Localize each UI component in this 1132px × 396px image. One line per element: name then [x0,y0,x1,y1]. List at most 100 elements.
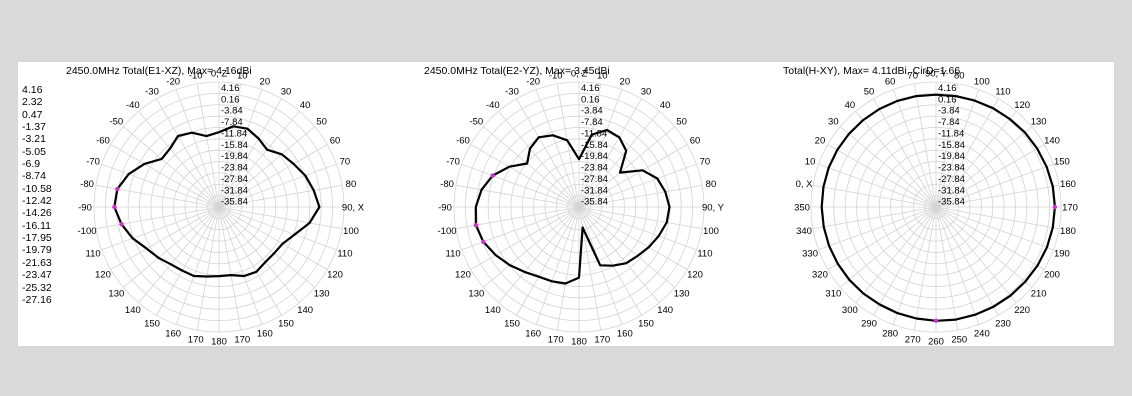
angle-label: 110 [697,248,712,259]
pattern-marker [112,204,117,210]
angle-label: 70 [340,157,351,168]
grid-spoke [498,206,580,304]
grid-spoke [839,126,937,208]
legend-value: -1.37 [22,121,46,134]
grid-spoke [935,126,1033,208]
grid-spoke [535,89,580,208]
angle-label: 120 [687,270,703,281]
angle-label: 270 [905,334,921,345]
grid-spoke [218,83,242,208]
angle-label: 310 [825,289,841,300]
angle-label: 140 [657,305,673,316]
grid-spoke [556,206,580,331]
grid-spoke [138,110,220,208]
angle-label: 170 [1062,203,1078,214]
angle-label: -10 [189,71,203,82]
angle-label: 20 [815,136,826,147]
pattern-panel: 4.16 2.32 0.47 -1.37 -3.21 -5.05 -6.9 -8… [18,62,1114,346]
grid-spoke [218,98,282,208]
legend-value: -25.32 [22,281,52,294]
color-scale-legend: 4.16 2.32 0.47 -1.37 -3.21 -5.05 -6.9 -8… [18,84,84,306]
chart-title: Total(H-XY), Max= 4.11dBi, CirD=1.66 [783,65,960,77]
legend-value: -6.9 [22,158,41,171]
grid-spoke [218,206,337,251]
grid-spoke [578,110,660,208]
grid-spoke [935,206,959,331]
angle-label: 140 [1044,136,1060,147]
grid-spoke [470,144,580,208]
grid-spoke [122,126,220,208]
angle-label: 180 [1060,226,1076,237]
angle-label: 70 [907,71,918,82]
angle-label: 170 [188,334,204,345]
grid-spoke [818,206,937,251]
grid-spoke [578,206,688,270]
grid-spoke [935,206,1060,230]
grid-spoke [175,206,220,325]
angle-label: 120 [327,270,343,281]
grid-spoke [196,206,220,331]
angle-label: 30 [281,86,292,97]
grid-spoke [218,126,316,208]
angle-label: 70 [700,157,711,168]
legend-value: -27.16 [22,293,52,306]
radial-tick-label: -31.84 [581,185,608,196]
radial-tick-label: 0.16 [221,94,240,105]
angle-label: 60 [885,77,896,88]
angle-label: 160 [1060,179,1076,190]
legend-value: -3.21 [22,133,46,146]
chart-title: 2450.0MHz Total(E2-YZ), Max= 3.45dBi [424,65,610,77]
angle-label: -60 [456,136,470,147]
grid-spoke [935,163,1054,208]
grid-spoke [498,110,580,208]
legend-value: -23.47 [22,269,52,282]
grid-spoke [218,206,328,270]
angle-label: 130 [314,289,330,300]
radial-tick-label: -27.84 [221,174,248,185]
angle-label: 150 [144,319,160,330]
grid-spoke [935,110,1017,208]
angle-label: 10 [237,71,248,82]
radial-tick-label: -31.84 [938,185,965,196]
grid-spoke [516,206,580,316]
angle-label: -10 [549,71,563,82]
angle-label: 280 [882,328,898,339]
angle-label: 130 [1031,116,1047,127]
legend-value: 2.32 [22,96,43,109]
grid-spoke [482,206,580,288]
grid-spoke [935,206,999,316]
radial-tick-label: -23.84 [221,163,248,174]
angle-label: -30 [505,86,519,97]
angle-label: -90 [438,203,452,214]
radial-tick-label: -15.84 [581,140,608,151]
radial-tick-label: 0.16 [938,94,957,105]
grid-spoke [218,184,343,208]
radial-tick-label: -27.84 [581,174,608,185]
grid-spoke [516,98,580,208]
angle-label: -70 [446,157,460,168]
grid-spoke [913,83,937,208]
angle-label: 60 [690,136,701,147]
radial-tick-label: -19.84 [581,151,608,162]
angle-label: 40 [660,100,671,111]
angle-label: 110 [337,248,352,259]
grid-spoke [812,184,937,208]
angle-label: 180 [571,337,587,347]
legend-value: -10.58 [22,182,52,195]
angle-label: 40 [845,100,856,111]
grid-spoke [935,98,999,208]
grid-spoke [218,206,343,230]
angle-label: -60 [96,136,110,147]
legend-value: 4.16 [22,84,43,96]
angle-label: 350 [794,203,810,214]
angle-label: 140 [485,305,501,316]
grid-spoke [892,206,937,325]
grid-spoke [156,206,220,316]
pattern-marker [115,186,120,192]
grid-spoke [535,206,580,325]
grid-spoke [218,144,328,208]
angle-label: 0, X [796,179,814,190]
angle-label: 290 [861,319,877,330]
angle-label: 170 [594,334,610,345]
grid-spoke [455,184,580,208]
